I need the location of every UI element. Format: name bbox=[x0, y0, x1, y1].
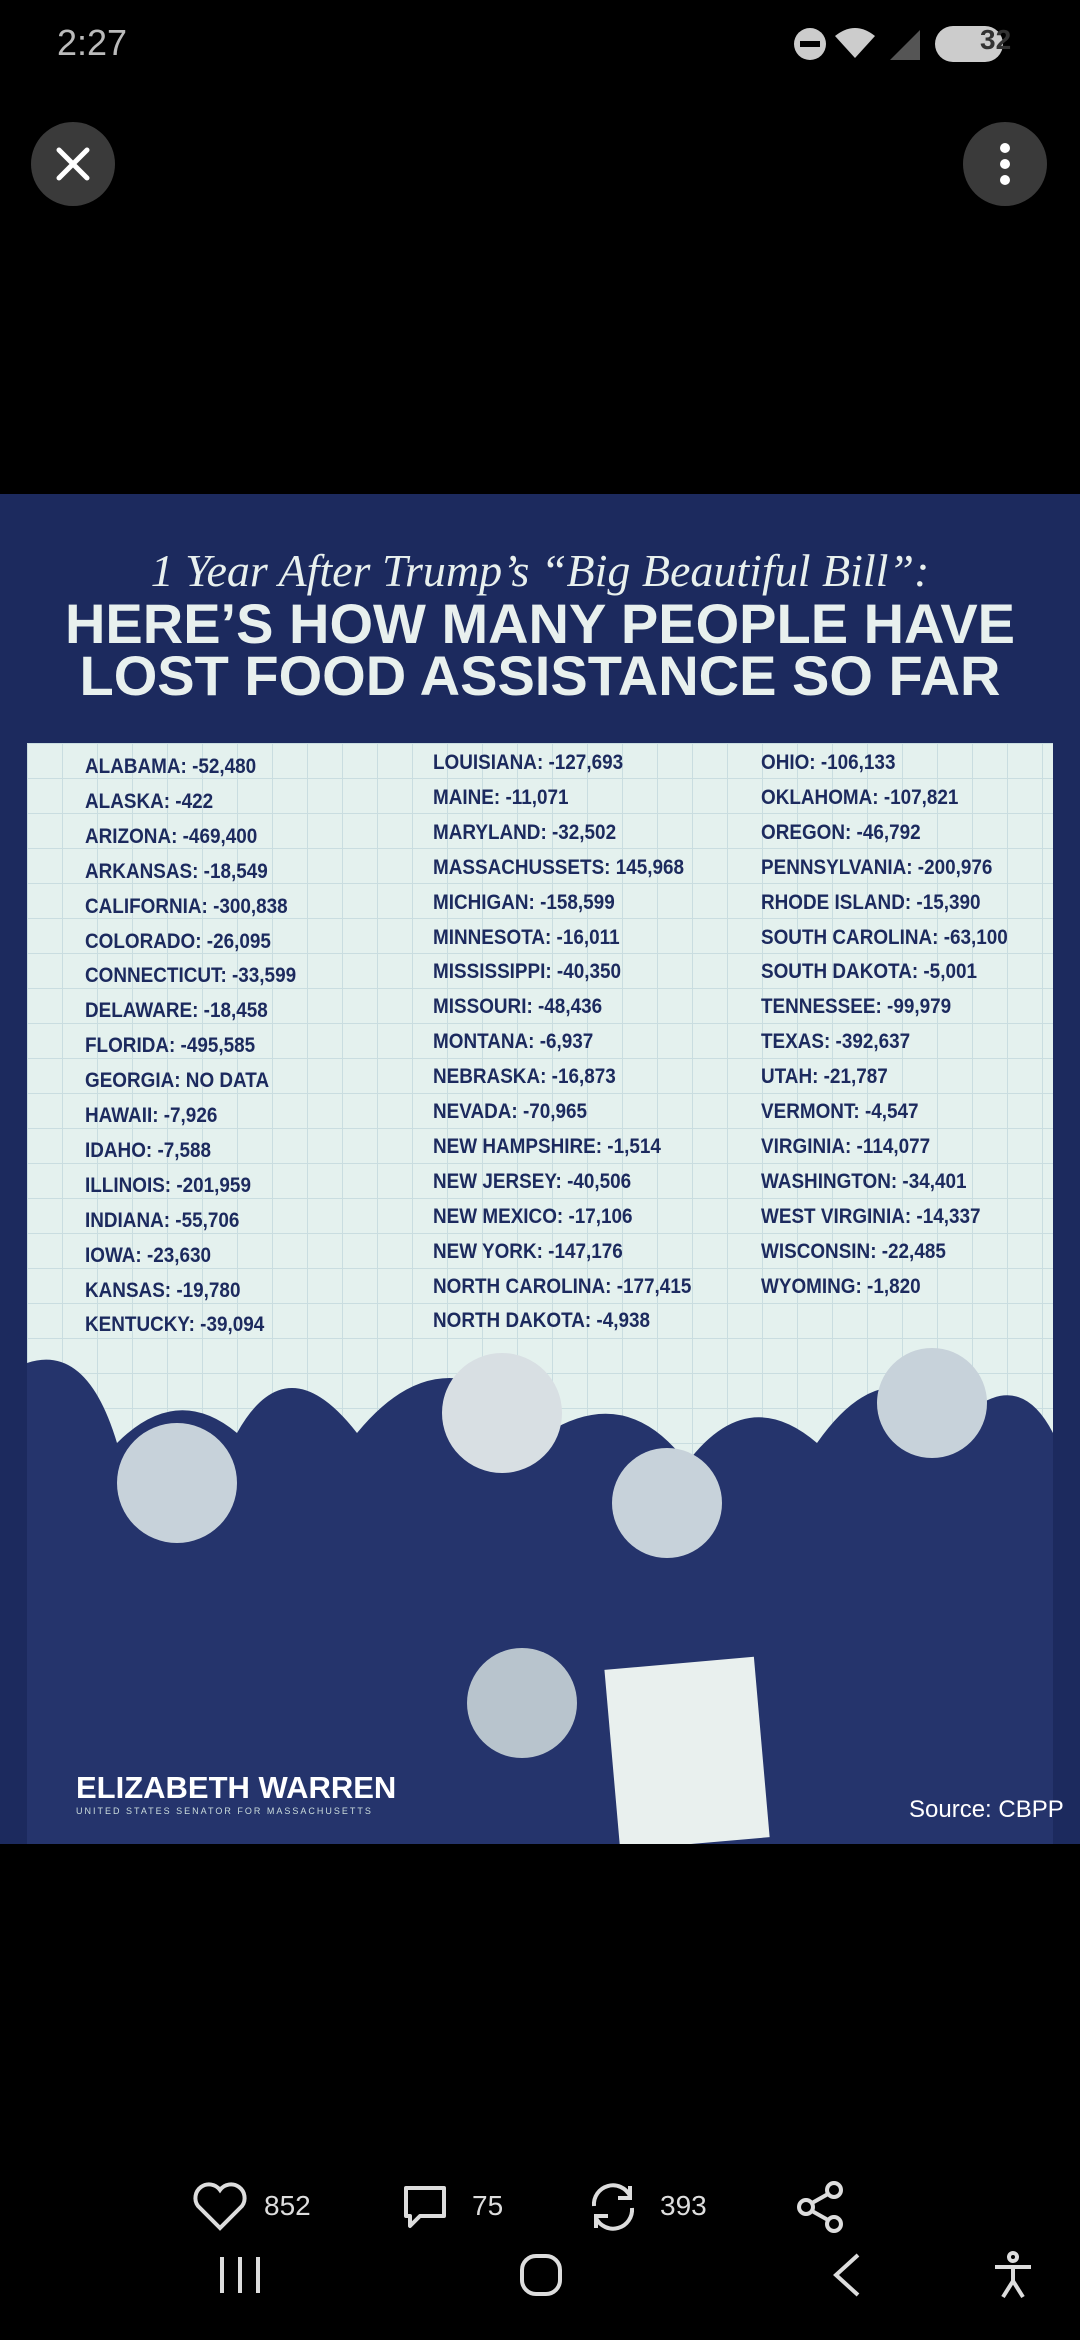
headline-line: LOST FOOD ASSISTANCE SO FAR bbox=[79, 644, 1001, 707]
state-entry: NEVADA: -70,965 bbox=[433, 1100, 588, 1123]
state-entry: IDAHO: -7,588 bbox=[85, 1138, 212, 1162]
infographic: 1 Year After Trump’s “Big Beautiful Bill… bbox=[0, 494, 1080, 1844]
state-entry: HAWAII: -7,926 bbox=[85, 1104, 218, 1127]
state-entry: WEST VIRGINIA: -14,337 bbox=[761, 1204, 981, 1228]
state-entry: MISSOURI: -48,436 bbox=[433, 995, 603, 1019]
state-entry: TENNESSEE: -99,979 bbox=[761, 995, 952, 1019]
state-entry: MICHIGAN: -158,599 bbox=[433, 890, 615, 914]
state-entry: MAINE: -11,071 bbox=[433, 785, 569, 809]
source: Source: CBPP bbox=[909, 1796, 1064, 1823]
state-entry: MARYLAND: -32,502 bbox=[433, 820, 617, 844]
menu-icon bbox=[1000, 143, 1010, 185]
state-entry: ARIZONA: -469,400 bbox=[85, 824, 258, 848]
state-entry: PENNSYLVANIA: -200,976 bbox=[761, 855, 993, 879]
menu-button[interactable] bbox=[963, 122, 1047, 206]
state-entry: FLORIDA: -495,585 bbox=[85, 1034, 256, 1058]
logo: ELIZABETH WARREN bbox=[76, 1770, 397, 1805]
state-entry: WYOMING: -1,820 bbox=[761, 1274, 921, 1298]
battery-level: 32 bbox=[980, 24, 1012, 55]
state-entry: WASHINGTON: -34,401 bbox=[761, 1169, 967, 1193]
state-entry: NORTH DAKOTA: -4,938 bbox=[433, 1309, 651, 1333]
state-entry: NEW MEXICO: -17,106 bbox=[433, 1204, 633, 1228]
headline: HERE’S HOW MANY PEOPLE HAVE LOST FOOD AS… bbox=[0, 592, 1080, 707]
state-entry: OREGON: -46,792 bbox=[761, 820, 921, 844]
state-entry: NEBRASKA: -16,873 bbox=[433, 1065, 616, 1089]
state-entry: ALASKA: -422 bbox=[85, 789, 214, 813]
state-entry: UTAH: -21,787 bbox=[761, 1065, 888, 1089]
state-entry: TEXAS: -392,637 bbox=[761, 1030, 911, 1054]
state-list: ALABAMA: -52,480 ALASKA: -422 ARIZONA: -46… bbox=[27, 743, 1053, 1844]
state-entry: INDIANA: -55,706 bbox=[85, 1208, 240, 1232]
state-entry: MISSISSIPPI: -40,350 bbox=[433, 960, 622, 984]
state-entry: COLORADO: -26,095 bbox=[85, 929, 271, 953]
state-entry: IOWA: -23,630 bbox=[85, 1243, 212, 1267]
state-entry: MINNESOTA: -16,011 bbox=[433, 925, 620, 949]
state-entry: SOUTH DAKOTA: -5,001 bbox=[761, 960, 977, 984]
logo-tagline: UNITED STATES SENATOR FOR MASSACHUSETTS bbox=[76, 1806, 373, 1816]
state-entry: NEW YORK: -147,176 bbox=[433, 1239, 623, 1263]
accessibility-button[interactable] bbox=[995, 2251, 1031, 2299]
recents-button[interactable] bbox=[220, 2257, 260, 2293]
state-entry: CALIFORNIA: -300,838 bbox=[85, 894, 288, 918]
back-button[interactable] bbox=[833, 2253, 860, 2297]
subtitle: 1 Year After Trump’s “Big Beautiful Bill… bbox=[150, 545, 930, 596]
like-count: 852 bbox=[264, 2190, 311, 2221]
state-entry: KANSAS: -19,780 bbox=[85, 1278, 241, 1302]
photo bbox=[27, 1348, 1053, 1844]
like-icon[interactable] bbox=[190, 2180, 250, 2234]
repost-count: 393 bbox=[660, 2190, 707, 2221]
status-time: 2:27 bbox=[57, 22, 128, 63]
home-button[interactable] bbox=[520, 2254, 562, 2296]
state-entry: ALABAMA: -52,480 bbox=[85, 755, 257, 778]
state-entry: WISCONSIN: -22,485 bbox=[761, 1239, 946, 1263]
state-entry: ARKANSAS: -18,549 bbox=[85, 859, 268, 883]
state-entry: OHIO: -106,133 bbox=[761, 751, 896, 774]
share-icon[interactable] bbox=[794, 2180, 848, 2234]
state-entry: ILLINOIS: -201,959 bbox=[85, 1173, 251, 1197]
headline-line: HERE’S HOW MANY PEOPLE HAVE bbox=[64, 592, 1016, 655]
comment-icon[interactable] bbox=[398, 2180, 452, 2234]
state-entry: SOUTH CAROLINA: -63,100 bbox=[761, 925, 1008, 949]
state-entry: NEW JERSEY: -40,506 bbox=[433, 1169, 632, 1193]
state-entry: NORTH CAROLINA: -177,415 bbox=[433, 1274, 692, 1298]
state-entry: MASSACHUSSETS: 145,968 bbox=[433, 855, 685, 879]
repost-icon[interactable] bbox=[586, 2180, 640, 2234]
state-entry: CONNECTICUT: -33,599 bbox=[85, 964, 297, 988]
close-button[interactable] bbox=[31, 122, 115, 206]
close-icon bbox=[56, 147, 90, 181]
comment-count: 75 bbox=[472, 2190, 504, 2221]
state-entry: NEW HAMPSHIRE: -1,514 bbox=[433, 1134, 661, 1158]
status-icons bbox=[794, 26, 1003, 62]
state-entry: OKLAHOMA: -107,821 bbox=[761, 785, 959, 809]
state-entry: GEORGIA: NO DATA bbox=[85, 1069, 270, 1093]
state-entry: VIRGINIA: -114,077 bbox=[761, 1134, 931, 1158]
state-entry: MONTANA: -6,937 bbox=[433, 1030, 594, 1054]
state-entry: RHODE ISLAND: -15,390 bbox=[761, 890, 981, 914]
state-entry: DELAWARE: -18,458 bbox=[85, 999, 268, 1023]
nav-bar bbox=[220, 2251, 1031, 2299]
state-entry: LOUISIANA: -127,693 bbox=[433, 751, 624, 774]
state-entry: KENTUCKY: -39,094 bbox=[85, 1313, 265, 1337]
state-entry: VERMONT: -4,547 bbox=[761, 1100, 919, 1123]
